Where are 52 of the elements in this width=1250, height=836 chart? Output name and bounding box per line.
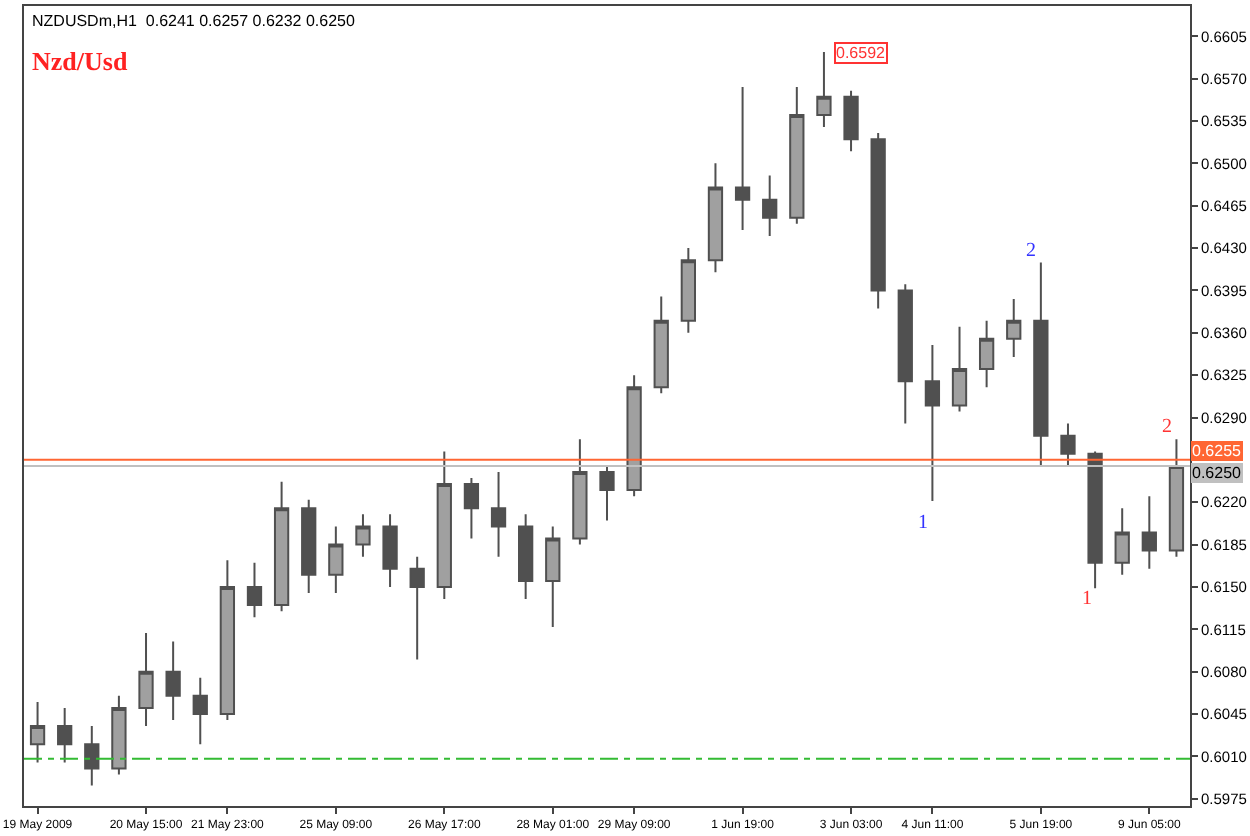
chart-title: NZDUSDm,H1 0.6241 0.6257 0.6232 0.6250: [32, 12, 356, 30]
candlestick: [924, 343, 941, 502]
candlestick: [355, 513, 371, 558]
candlestick: [707, 162, 724, 274]
candlestick: [246, 561, 263, 619]
candlestick: [816, 51, 832, 129]
annotation: 2: [1026, 240, 1036, 262]
candlestick: [436, 450, 452, 601]
candlestick: [192, 676, 208, 746]
annotation: 2: [1162, 416, 1172, 438]
candlestick: [463, 477, 480, 540]
annotation: 1: [1082, 588, 1092, 610]
candlestick: [978, 319, 995, 389]
candlestick: [1033, 261, 1049, 467]
candlestick: [29, 700, 46, 764]
candlestick: [84, 725, 100, 787]
ref-line-label: 0.6255: [1192, 442, 1243, 460]
candlestick: [572, 438, 588, 546]
candlestick: [1141, 495, 1157, 570]
text: Nzd/Usd: [32, 46, 129, 76]
candlestick: [382, 513, 398, 588]
candlestick: [328, 525, 344, 594]
annotation: 1: [918, 512, 928, 534]
candlestick: [626, 374, 642, 498]
candlestick: [219, 559, 236, 722]
candlestick: [518, 513, 534, 601]
candlestick: [111, 694, 127, 776]
candlestick: [1114, 507, 1130, 576]
ref-line-label: 0.6250: [1192, 464, 1243, 482]
candlestick: [762, 174, 778, 237]
candlestick: [1006, 297, 1022, 358]
candlestick: [57, 706, 73, 764]
candlestick: [789, 86, 805, 225]
candlestick: [599, 464, 615, 522]
candlestick: [680, 247, 696, 334]
candlestick: [138, 631, 154, 728]
candlestick: [897, 283, 913, 425]
candlestick: [165, 640, 181, 722]
candlestick: [1087, 450, 1103, 590]
candlestick: [653, 295, 669, 395]
annotation: 0.6592: [836, 44, 887, 62]
candlestick: [273, 480, 290, 613]
candlestick: [490, 470, 507, 558]
candlestick: [409, 555, 425, 661]
candlestick: [1060, 422, 1076, 467]
candlestick: [870, 132, 886, 310]
candlestick: [1168, 438, 1185, 558]
candlestick: [843, 89, 859, 153]
candlestick: [734, 86, 751, 231]
candlestick: [301, 498, 317, 594]
candlestick: [545, 525, 561, 628]
candlestick: [951, 325, 968, 413]
